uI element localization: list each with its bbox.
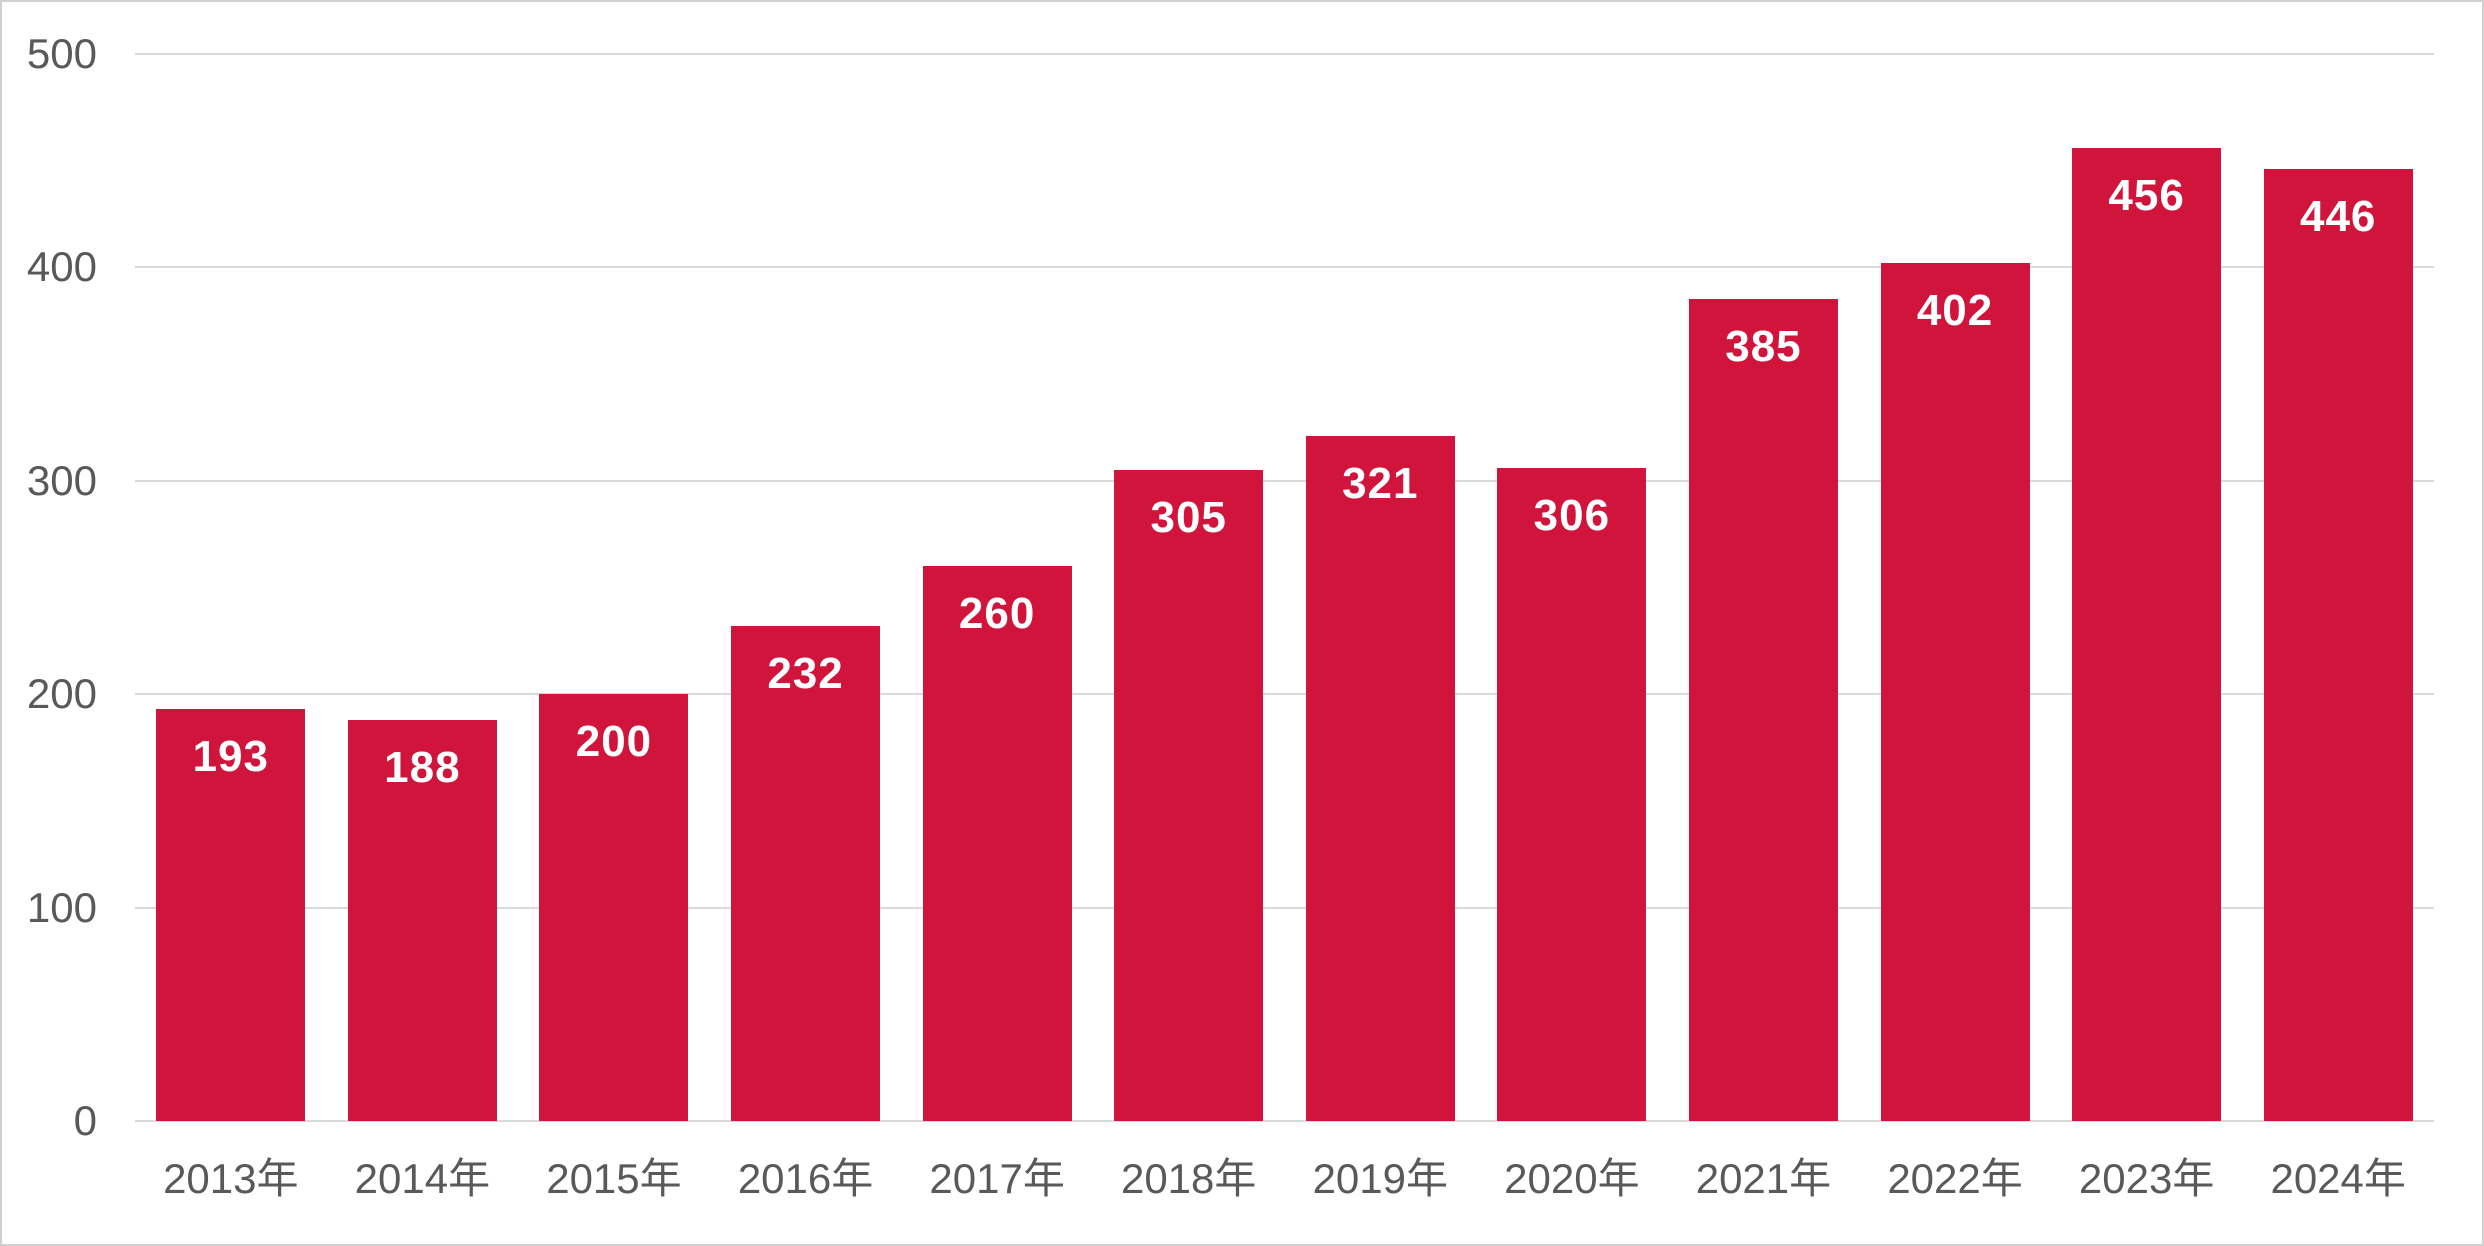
- x-axis-line: [135, 1120, 2434, 1122]
- bar-data-label: 305: [1150, 493, 1227, 543]
- bar-2014年: 188: [347, 719, 497, 1121]
- x-axis-tick-label: 2014年: [354, 1155, 491, 1202]
- gridline: [135, 53, 2434, 55]
- gridline: [135, 693, 2434, 696]
- x-axis-tick-label: 2023年: [2078, 1155, 2215, 1202]
- bar-2024年: 446: [2263, 169, 2413, 1121]
- x-axis-tick-label: 2018年: [1120, 1155, 1257, 1202]
- y-axis-tick-label: 500: [26, 30, 97, 77]
- bar-2018年: 305: [1114, 470, 1264, 1121]
- y-axis-tick-label: 0: [73, 1097, 97, 1144]
- bar-2023年: 456: [2072, 147, 2222, 1121]
- bar-2016年: 232: [731, 625, 881, 1121]
- y-axis-tick-label: 200: [26, 670, 97, 718]
- bar-2017年: 260: [922, 566, 1072, 1121]
- bar-data-label: 193: [192, 732, 269, 782]
- bar-data-label: 385: [1725, 322, 1802, 372]
- bar-data-label: 456: [2108, 170, 2185, 220]
- x-axis-tick-label: 2013年: [163, 1155, 299, 1202]
- bar-2021年: 385: [1688, 299, 1838, 1121]
- bar-data-label: 402: [1916, 286, 1994, 336]
- gridline: [135, 906, 2434, 909]
- bar-2019年: 321: [1305, 435, 1455, 1121]
- x-axis-tick-label: 2019年: [1312, 1155, 1448, 1202]
- bar-2013年: 193: [156, 709, 306, 1121]
- bar-data-label: 200: [575, 717, 653, 767]
- y-axis-tick-label: 100: [26, 883, 97, 931]
- bar-data-label: 446: [2299, 192, 2377, 242]
- x-axis-tick-label: 2017年: [929, 1155, 1065, 1202]
- x-axis-tick-label: 2024年: [2270, 1155, 2406, 1202]
- x-axis-tick-label: 2022年: [1887, 1155, 2023, 1202]
- x-axis-tick-label: 2015年: [546, 1155, 682, 1202]
- x-axis-tick-label: 2020年: [1504, 1155, 1640, 1202]
- x-axis-tick-label: 2021年: [1695, 1155, 1832, 1202]
- bar-2020年: 306: [1497, 467, 1647, 1121]
- gridline: [135, 479, 2434, 482]
- bar-data-label: 188: [384, 742, 461, 792]
- y-axis-tick-label: 300: [26, 456, 97, 504]
- x-axis-tick-label: 2016年: [737, 1155, 874, 1202]
- bar-data-label: 321: [1342, 458, 1419, 508]
- bar-2015年: 200: [539, 694, 689, 1121]
- bar-data-label: 260: [958, 589, 1036, 639]
- y-axis-tick-label: 400: [26, 243, 97, 291]
- bar-data-label: 306: [1533, 490, 1611, 540]
- bar-2022年: 402: [1880, 263, 2030, 1121]
- gridline: [135, 266, 2434, 269]
- bar-data-label: 232: [767, 648, 844, 698]
